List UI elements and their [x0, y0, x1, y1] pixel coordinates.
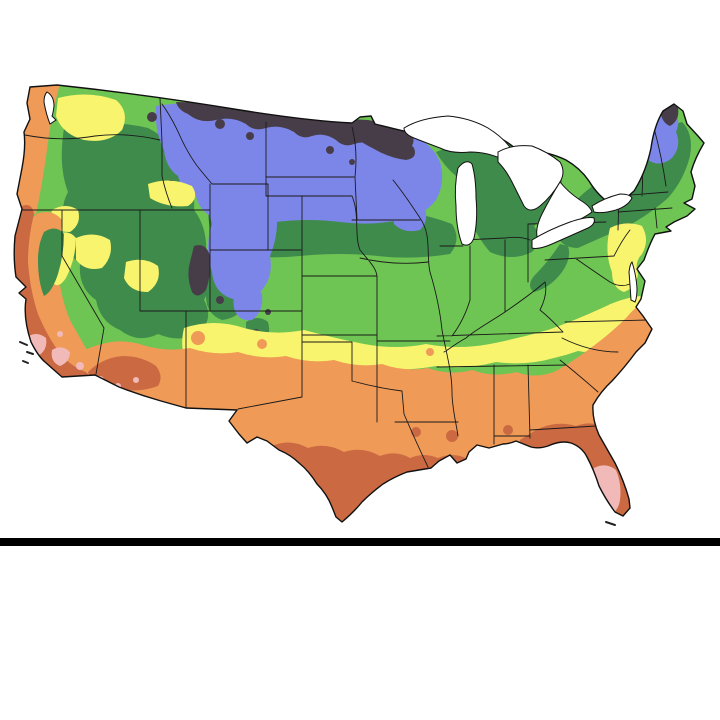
great-lakes [43, 91, 638, 303]
map-zone-fills [14, 85, 704, 522]
zone-legend: ZONES: 345678910 [0, 560, 720, 650]
state-borders [14, 97, 673, 468]
lake-huron [497, 145, 564, 211]
chesapeake-bay [628, 261, 638, 303]
florida-keys [605, 521, 616, 526]
channel-islands [19, 341, 34, 364]
lake-ontario [591, 193, 633, 214]
lake-erie [531, 217, 595, 249]
lake-michigan [454, 161, 478, 246]
us-hardiness-zone-map [13, 84, 705, 526]
divider-bar [0, 538, 720, 546]
puget-sound [43, 91, 57, 125]
us-outline [13, 84, 705, 523]
